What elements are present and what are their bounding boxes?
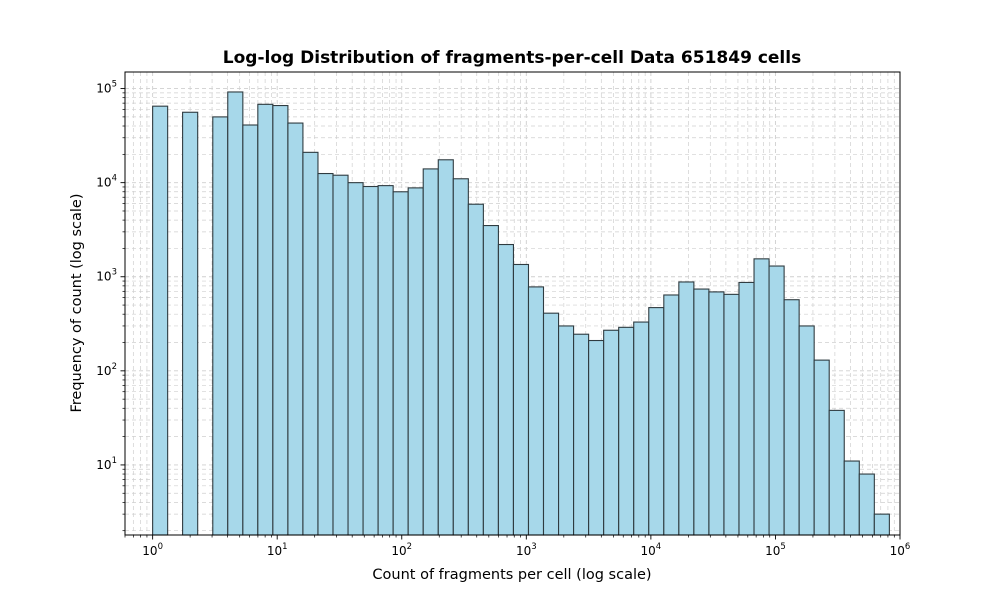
histogram-bar [407, 187, 424, 536]
histogram-bar [813, 359, 830, 536]
histogram-bar [723, 293, 740, 536]
histogram-bar [482, 225, 499, 536]
histogram-bar [738, 281, 755, 536]
histogram-bar [422, 168, 439, 536]
x-axis-label: Count of fragments per cell (log scale) [372, 567, 651, 583]
y-tick-label: 101 [96, 456, 117, 472]
y-axis-label: Frequency of count (log scale) [69, 193, 85, 412]
histogram-bar [302, 151, 319, 536]
histogram-bar [753, 258, 770, 536]
histogram-bar [678, 281, 695, 536]
histogram-bar [452, 178, 469, 536]
y-tick-label: 102 [96, 362, 117, 378]
y-tick-label: 103 [96, 268, 117, 284]
histogram-bar [497, 243, 514, 536]
histogram-bar [467, 203, 484, 536]
histogram-bar [227, 91, 244, 536]
histogram-bar [618, 326, 635, 536]
histogram-bar [858, 473, 875, 536]
x-tick-label: 102 [391, 542, 412, 558]
histogram-bar [603, 329, 620, 536]
histogram-bar [693, 288, 710, 536]
y-axis-ticks: 101 102 103 104 105 [96, 80, 125, 532]
histogram-bar [783, 299, 800, 536]
histogram-bar [437, 159, 454, 536]
histogram-bar [347, 182, 364, 536]
histogram-bar [152, 105, 169, 536]
histogram-bar [182, 111, 199, 536]
x-axis-ticks: 100 101 102 103 104 105 106 [124, 535, 911, 558]
x-tick-label: 103 [516, 542, 537, 558]
histogram-bar [512, 263, 530, 536]
histogram-bar [362, 185, 379, 536]
histogram-bar [708, 291, 725, 536]
x-tick-label: 100 [142, 542, 163, 558]
histogram-bar [242, 124, 259, 536]
histogram-bars [152, 91, 890, 536]
histogram-bar [332, 174, 349, 536]
histogram-bar [648, 307, 665, 536]
histogram-bar [272, 104, 289, 536]
plot-frame [124, 71, 901, 536]
y-tick-label: 105 [96, 80, 117, 96]
histogram-bar [558, 325, 575, 536]
histogram-bar [663, 294, 680, 536]
histogram-bar [798, 325, 815, 536]
y-tick-label: 104 [96, 174, 117, 190]
histogram-bar [212, 116, 229, 536]
histogram-bar [843, 460, 860, 536]
histogram-bar [573, 333, 590, 536]
histogram-bar [392, 191, 409, 536]
chart-title: Log-log Distribution of fragments-per-ce… [223, 48, 801, 68]
histogram-bar [377, 185, 394, 536]
histogram-bar [527, 286, 545, 536]
histogram-bar [588, 339, 605, 536]
histogram-bar [873, 513, 890, 536]
histogram-bar [257, 103, 274, 536]
histogram-bar [768, 265, 785, 536]
x-tick-label: 105 [765, 542, 786, 558]
x-tick-label: 104 [641, 542, 662, 558]
histogram-bar [828, 409, 845, 536]
histogram-bar [542, 312, 560, 536]
histogram-bar [287, 122, 304, 536]
x-tick-label: 106 [890, 542, 911, 558]
histogram-bar [317, 172, 334, 536]
x-tick-label: 101 [267, 542, 288, 558]
histogram-bar [633, 321, 650, 536]
